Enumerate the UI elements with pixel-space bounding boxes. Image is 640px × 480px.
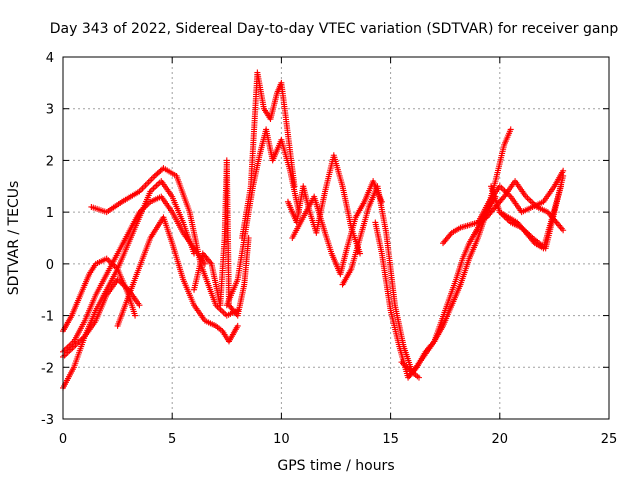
data-marks <box>60 69 567 391</box>
y-tick-label: 1 <box>46 206 54 221</box>
data-point <box>560 227 567 234</box>
axis-ticks <box>62 56 610 420</box>
x-tick-labels: 0 5 10 15 20 25 <box>59 432 617 447</box>
y-tick-label: -2 <box>41 361 54 376</box>
data-point <box>415 374 422 381</box>
data-point <box>234 322 241 329</box>
x-tick-label: 0 <box>59 432 67 447</box>
data-point <box>357 250 364 257</box>
y-axis-label: SDTVAR / TECUs <box>6 181 22 296</box>
grid <box>63 57 609 419</box>
x-tick-label: 10 <box>273 432 290 447</box>
plot-frame <box>62 56 610 420</box>
series-sat-a <box>60 193 208 355</box>
y-tick-label: 3 <box>46 103 54 118</box>
series-sat-m <box>372 126 514 381</box>
y-tick-label: -3 <box>41 413 54 428</box>
data-point <box>560 172 567 179</box>
x-tick-label: 5 <box>168 432 176 447</box>
series-sat-f <box>114 214 241 345</box>
series-sat-r <box>496 172 567 252</box>
y-tick-label: 0 <box>46 258 54 273</box>
x-tick-label: 15 <box>382 432 399 447</box>
x-tick-label: 25 <box>601 432 618 447</box>
series-sat-k <box>289 178 385 278</box>
series-sat-d <box>60 276 143 360</box>
data-point <box>136 302 143 309</box>
series-sat-b <box>60 178 198 391</box>
data-point <box>507 126 514 133</box>
data-point <box>560 167 567 174</box>
y-tick-labels: -3 -2 -1 0 1 2 3 4 <box>41 51 54 428</box>
x-axis-label: GPS time / hours <box>277 458 394 474</box>
data-point <box>291 183 298 190</box>
series-sat-i <box>239 69 298 241</box>
x-tick-label: 20 <box>492 432 509 447</box>
series-sat-c <box>60 255 139 335</box>
series-sat-g <box>191 157 252 319</box>
chart-title: Day 343 of 2022, Sidereal Day-to-day VTE… <box>50 21 619 37</box>
data-point <box>132 312 139 319</box>
y-tick-label: 4 <box>46 51 54 66</box>
series-sat-l <box>339 183 422 381</box>
y-tick-label: 2 <box>46 154 54 169</box>
y-tick-label: -1 <box>41 310 54 325</box>
